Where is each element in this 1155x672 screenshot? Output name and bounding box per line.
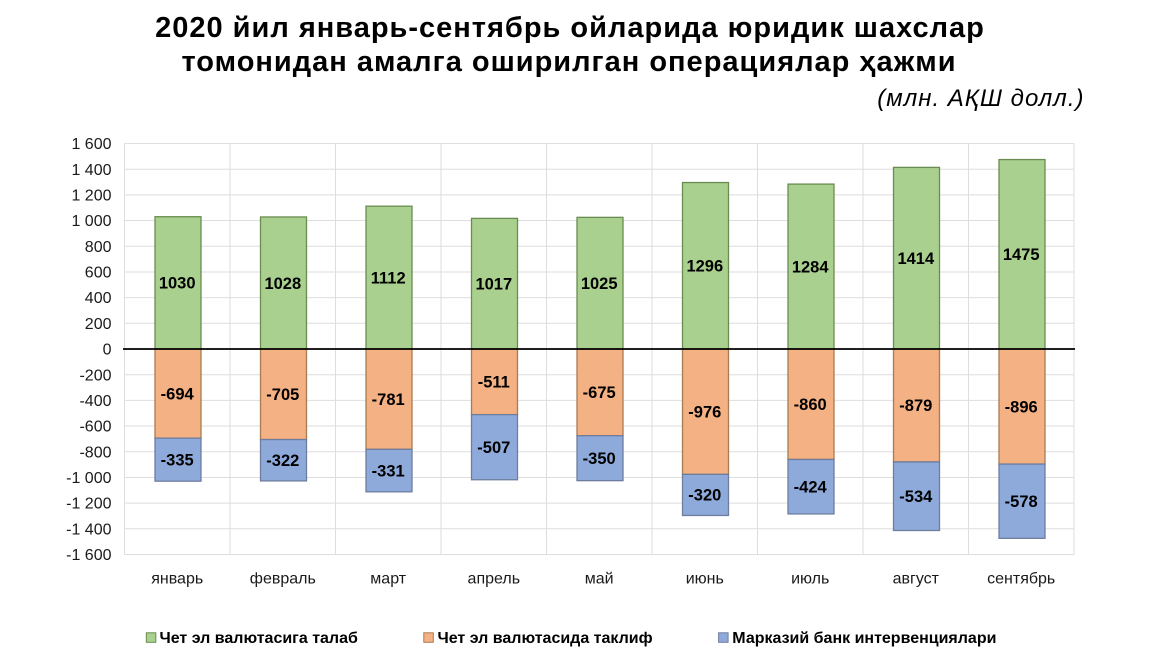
svg-text:-800: -800 [79, 444, 111, 461]
svg-text:-860: -860 [794, 396, 827, 414]
svg-text:-1 000: -1 000 [66, 470, 111, 487]
svg-text:-534: -534 [899, 488, 933, 506]
svg-text:1112: 1112 [371, 269, 406, 287]
svg-text:400: 400 [85, 290, 112, 307]
svg-text:-781: -781 [372, 391, 405, 409]
svg-text:1 000: 1 000 [71, 213, 111, 230]
svg-text:Чет эл валютасида таклиф: Чет эл валютасида таклиф [438, 630, 653, 647]
svg-text:-1 400: -1 400 [66, 521, 111, 538]
svg-text:-1 600: -1 600 [66, 547, 111, 564]
svg-text:май: май [585, 571, 614, 588]
svg-text:февраль: февраль [250, 571, 316, 588]
svg-text:-511: -511 [478, 374, 510, 392]
svg-text:июнь: июнь [686, 571, 724, 588]
svg-text:август: август [893, 571, 940, 588]
svg-text:-322: -322 [266, 452, 299, 470]
svg-text:1 600: 1 600 [71, 136, 111, 153]
svg-text:(млн. АҚШ долл.): (млн. АҚШ долл.) [877, 85, 1084, 112]
svg-text:-600: -600 [79, 419, 111, 436]
svg-text:1030: 1030 [159, 275, 196, 293]
svg-text:сентябрь: сентябрь [987, 571, 1055, 588]
svg-text:-705: -705 [266, 386, 299, 404]
svg-text:-507: -507 [477, 439, 510, 457]
svg-text:-879: -879 [899, 397, 932, 415]
svg-text:-331: -331 [372, 462, 405, 480]
svg-text:-976: -976 [688, 404, 721, 422]
svg-text:Марказий банк интервенциялари: Марказий банк интервенциялари [732, 630, 996, 647]
svg-text:-1 200: -1 200 [66, 496, 111, 513]
svg-text:март: март [370, 571, 406, 588]
svg-text:1296: 1296 [686, 258, 723, 276]
svg-text:800: 800 [85, 239, 112, 256]
svg-text:1284: 1284 [792, 258, 830, 276]
svg-text:2020 йил январь-сентябрь ойлар: 2020 йил январь-сентябрь ойларида юридик… [155, 12, 985, 44]
svg-text:600: 600 [85, 265, 112, 282]
svg-text:-424: -424 [794, 479, 828, 497]
svg-text:апрель: апрель [468, 571, 521, 588]
svg-text:-896: -896 [1005, 398, 1038, 416]
svg-text:1028: 1028 [264, 275, 301, 293]
svg-text:-400: -400 [79, 393, 111, 410]
svg-text:1 200: 1 200 [71, 187, 111, 204]
svg-text:-320: -320 [688, 487, 721, 505]
svg-text:-350: -350 [583, 450, 616, 468]
svg-text:1 400: 1 400 [71, 162, 111, 179]
svg-text:-694: -694 [161, 385, 195, 403]
svg-text:1475: 1475 [1003, 246, 1040, 264]
svg-text:июль: июль [791, 571, 829, 588]
svg-text:200: 200 [85, 316, 112, 333]
svg-text:Чет эл валютасига талаб: Чет эл валютасига талаб [160, 630, 358, 647]
svg-text:томонидан амалга оширилган опе: томонидан амалга оширилган операциялар ҳ… [181, 46, 956, 78]
svg-text:1414: 1414 [897, 250, 935, 268]
svg-text:-578: -578 [1005, 493, 1038, 511]
svg-text:-675: -675 [583, 384, 616, 402]
svg-text:-200: -200 [79, 367, 111, 384]
svg-text:0: 0 [103, 342, 112, 359]
svg-text:январь: январь [151, 571, 203, 588]
svg-text:1017: 1017 [475, 276, 512, 294]
svg-text:1025: 1025 [581, 275, 618, 293]
svg-text:-335: -335 [161, 451, 194, 469]
